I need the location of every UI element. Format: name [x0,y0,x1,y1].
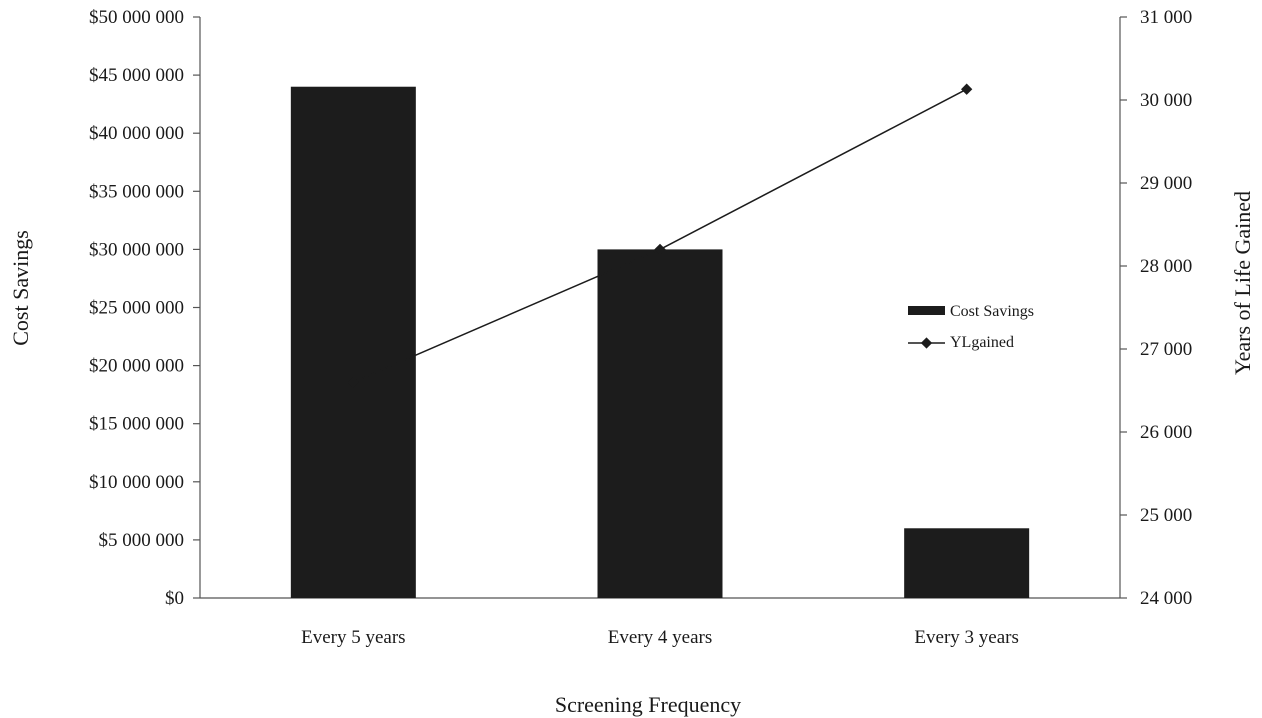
y-tick-label: $30 000 000 [89,239,184,260]
bar [290,86,416,598]
bars [290,86,1030,598]
line-point [347,376,359,388]
y-tick-label: $25 000 000 [89,298,184,319]
y2-axis-title: Years of Life Gained [1230,191,1255,375]
y-tick-label: $0 [165,588,184,609]
y-tick-label: $10 000 000 [89,472,184,493]
y2-tick-label: 24 000 [1140,588,1192,609]
y2-tick-label: 27 000 [1140,339,1192,360]
x-tick-label: Every 3 years [914,627,1018,648]
y-tick-label: $40 000 000 [89,123,184,144]
legend-bar-swatch [908,306,945,315]
line-point [654,243,666,256]
y-tick-label: $50 000 000 [89,7,184,28]
y2-tick-label: 31 000 [1140,7,1192,28]
y-tick-label: $35 000 000 [89,181,184,202]
x-axis-title: Screening Frequency [555,692,741,717]
tick-labels: $0 $5 000 000 $10 000 000 $15 000 000 $20 00… [89,7,1192,648]
legend: Cost Savings YLgained [908,303,1034,351]
y-tick-label: $15 000 000 [89,414,184,435]
x-tick-label: Every 4 years [608,627,712,648]
y2-tick-label: 29 000 [1140,173,1192,194]
bar [904,528,1030,598]
y2-tick-label: 30 000 [1140,90,1192,111]
legend-line-marker [920,337,933,349]
y-tick-label: $45 000 000 [89,65,184,86]
y-tick-label: $20 000 000 [89,356,184,377]
x-tick-label: Every 5 years [301,627,405,648]
legend-label-ylgained: YLgained [950,334,1014,351]
y2-tick-label: 28 000 [1140,256,1192,277]
bar [597,249,723,598]
legend-label-cost-savings: Cost Savings [950,303,1034,320]
y2-tick-label: 26 000 [1140,422,1192,443]
y2-tick-label: 25 000 [1140,505,1192,526]
line-point [961,83,973,95]
y-axis-title: Cost Savings [8,230,33,346]
y-tick-label: $5 000 000 [99,530,185,551]
